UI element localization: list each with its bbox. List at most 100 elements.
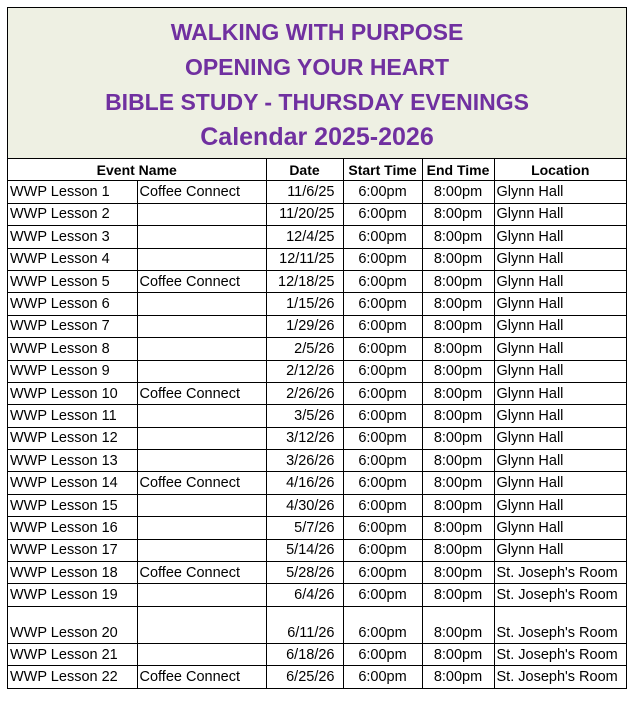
cell-end: 8:00pm (421, 269, 495, 294)
cell-date: 2/5/26 (265, 337, 344, 361)
cell-date: 1/15/26 (265, 292, 344, 316)
table-row: WWP Lesson 13 3/26/26 6:00pm 8:00pm Glynn Ha… (8, 449, 626, 473)
cell-end: 8:00pm (421, 381, 495, 406)
cell-date: 1/29/26 (265, 314, 344, 339)
cell-event: WWP Lesson 11 (8, 404, 138, 428)
cell-date: 4/30/26 (265, 493, 344, 518)
cell-end: 8:00pm (421, 247, 495, 271)
cell-date: 12/18/25 (265, 269, 344, 294)
table-row: WWP Lesson 11 3/5/26 6:00pm 8:00pm Glynn Hal… (8, 404, 626, 428)
cell-event: WWP Lesson 22 (8, 665, 138, 688)
cell-location: St. Joseph's Room (493, 642, 626, 667)
cell-start: 6:00pm (342, 605, 423, 644)
cell-date: 11/6/25 (265, 180, 344, 204)
cell-location: Glynn Hall (493, 180, 626, 204)
cell-end: 8:00pm (421, 359, 495, 383)
cell-location: Glynn Hall (493, 538, 626, 563)
table-row: WWP Lesson 22 Coffee Connect 6/25/26 6:00pm… (8, 665, 626, 688)
cell-location: Glynn Hall (493, 404, 626, 428)
cell-event: WWP Lesson 9 (8, 359, 138, 383)
table-row: WWP Lesson 7 1/29/26 6:00pm 8:00pm Glynn Hal… (8, 314, 626, 339)
cell-end: 8:00pm (421, 516, 495, 540)
cell-start: 6:00pm (342, 381, 423, 406)
cell-event: WWP Lesson 16 (8, 516, 138, 540)
cell-location: Glynn Hall (493, 225, 626, 249)
cell-note (136, 225, 267, 249)
cell-start: 6:00pm (342, 202, 423, 227)
cell-location: Glynn Hall (493, 516, 626, 540)
table-row: WWP Lesson 19 6/4/26 6:00pm 8:00pm St. Josep… (8, 583, 626, 607)
schedule-table: Event Name Date Start Time End Time Location… (8, 159, 626, 688)
title-line: OPENING YOUR HEART (184, 53, 450, 80)
cell-date: 6/4/26 (265, 583, 344, 607)
cell-end: 8:00pm (421, 538, 495, 563)
cell-end: 8:00pm (421, 202, 495, 227)
cell-date: 2/12/26 (265, 359, 344, 383)
cell-start: 6:00pm (342, 269, 423, 294)
cell-start: 6:00pm (342, 337, 423, 361)
cell-end: 8:00pm (421, 561, 495, 585)
cell-event: WWP Lesson 13 (8, 449, 138, 473)
cell-location: St. Joseph's Room (493, 583, 626, 607)
cell-event: WWP Lesson 10 (8, 381, 138, 406)
cell-location: Glynn Hall (493, 314, 626, 339)
table-row: WWP Lesson 18 Coffee Connect 5/28/26 6:00pm… (8, 561, 626, 585)
cell-start: 6:00pm (342, 449, 423, 473)
cell-note (136, 404, 267, 428)
cell-event: WWP Lesson 17 (8, 538, 138, 563)
cell-date: 5/14/26 (265, 538, 344, 563)
cell-event: WWP Lesson 2 (8, 202, 138, 227)
cell-event: WWP Lesson 4 (8, 247, 138, 271)
table-body: WWP Lesson 1 Coffee Connect 11/6/25 6:00pm 8… (8, 180, 626, 688)
cell-location: Glynn Hall (493, 337, 626, 361)
cell-note: Coffee Connect (136, 471, 267, 495)
cell-note (136, 493, 267, 518)
cell-note (136, 314, 267, 339)
cell-event: WWP Lesson 3 (8, 225, 138, 249)
cell-location: Glynn Hall (493, 292, 626, 316)
cell-location: Glynn Hall (493, 269, 626, 294)
cell-note (136, 583, 267, 607)
cell-event: WWP Lesson 18 (8, 561, 138, 585)
cell-note (136, 359, 267, 383)
table-row: WWP Lesson 6 1/15/26 6:00pm 8:00pm Glynn Hal… (8, 292, 626, 316)
cell-start: 6:00pm (342, 583, 423, 607)
cell-location: Glynn Hall (493, 202, 626, 227)
cell-note (136, 538, 267, 563)
title-line: BIBLE STUDY - THURSDAY EVENINGS (105, 88, 529, 115)
cell-start: 6:00pm (342, 493, 423, 518)
column-header: Location (493, 159, 626, 182)
cell-end: 8:00pm (421, 493, 495, 518)
cell-location: Glynn Hall (493, 471, 626, 495)
cell-start: 6:00pm (342, 247, 423, 271)
table-row: WWP Lesson 14 Coffee Connect 4/16/26 6:00pm… (8, 471, 626, 495)
cell-event: WWP Lesson 8 (8, 337, 138, 361)
cell-note (136, 449, 267, 473)
table-row: WWP Lesson 10 Coffee Connect 2/26/26 6:00pm… (8, 381, 626, 406)
cell-end: 8:00pm (421, 225, 495, 249)
cell-location: Glynn Hall (493, 381, 626, 406)
cell-end: 8:00pm (421, 583, 495, 607)
cell-date: 5/28/26 (265, 561, 344, 585)
table-row: WWP Lesson 4 12/11/25 6:00pm 8:00pm Glynn Ha… (8, 247, 626, 271)
table-row: WWP Lesson 21 6/18/26 6:00pm 8:00pm St. Jose… (8, 642, 626, 667)
cell-event: WWP Lesson 15 (8, 493, 138, 518)
cell-event: WWP Lesson 19 (8, 583, 138, 607)
cell-event: WWP Lesson 20 (8, 605, 138, 644)
column-header: Date (265, 159, 344, 182)
cell-start: 6:00pm (342, 180, 423, 204)
cell-event: WWP Lesson 6 (8, 292, 138, 316)
cell-end: 8:00pm (421, 337, 495, 361)
table-row: WWP Lesson 3 12/4/25 6:00pm 8:00pm Glynn Hal… (8, 225, 626, 249)
cell-note: Coffee Connect (136, 381, 267, 406)
cell-date: 6/18/26 (265, 642, 344, 667)
cell-start: 6:00pm (342, 538, 423, 563)
cell-start: 6:00pm (342, 665, 423, 688)
cell-note: Coffee Connect (136, 180, 267, 204)
cell-date: 5/7/26 (265, 516, 344, 540)
cell-start: 6:00pm (342, 404, 423, 428)
cell-end: 8:00pm (421, 292, 495, 316)
column-header: End Time (421, 159, 495, 182)
table-row: WWP Lesson 5 Coffee Connect 12/18/25 6:00pm… (8, 269, 626, 294)
